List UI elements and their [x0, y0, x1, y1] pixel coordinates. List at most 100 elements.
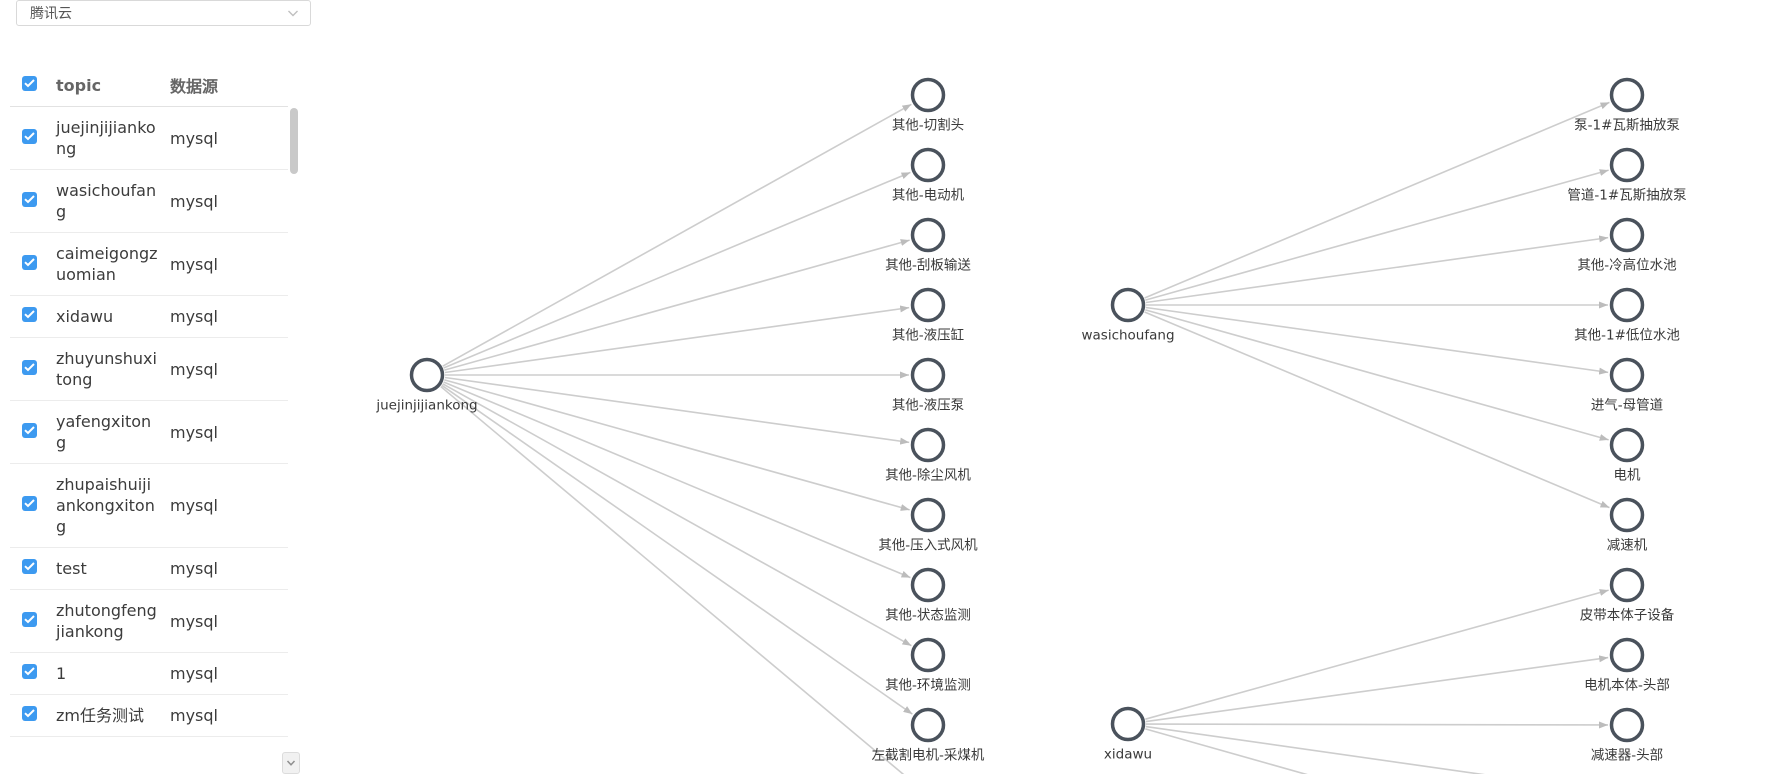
datasource-cell: mysql	[170, 664, 218, 683]
column-header-datasource: 数据源	[170, 77, 219, 96]
topic-table: topic 数据源 juejinjijiankong mysql wasichouf…	[10, 64, 300, 774]
topic-cell: zhutongfengjiankong	[56, 601, 157, 641]
table-row: zhuyunshuxitong mysql	[10, 338, 288, 401]
graph-edge	[1145, 235, 1609, 304]
table-row: wasichoufang mysql	[10, 170, 288, 233]
graph-node-label: wasichoufang	[1081, 328, 1174, 344]
graph-node[interactable]	[1110, 706, 1146, 742]
graph-node[interactable]	[1609, 707, 1645, 743]
graph-node-label: 电机	[1614, 468, 1642, 484]
graph-node[interactable]	[1609, 497, 1645, 533]
datasource-cell: mysql	[170, 611, 218, 631]
graph-node-label: 其他-液压泵	[892, 398, 964, 414]
row-checkbox[interactable]	[22, 254, 37, 270]
row-checkbox[interactable]	[22, 128, 37, 144]
topic-cell: zhupaishuijiankongxitong	[56, 475, 155, 536]
datasource-cell: mysql	[170, 191, 218, 211]
topic-cell: zhuyunshuxitong	[56, 349, 157, 389]
graph-node-label: 进气-母管道	[1591, 398, 1663, 414]
graph-node[interactable]	[1609, 147, 1645, 183]
datasource-select[interactable]: 腾讯云	[16, 0, 311, 26]
topic-table-header: topic 数据源	[10, 64, 288, 107]
select-all-checkbox[interactable]	[22, 75, 37, 91]
graph-node-label: 减速器-头部	[1591, 748, 1663, 764]
graph-node-label: 减速机	[1607, 538, 1648, 554]
datasource-cell: mysql	[170, 422, 218, 442]
topic-cell: wasichoufang	[56, 181, 157, 221]
topic-cell: zm任务测试	[56, 706, 144, 725]
graph-node[interactable]	[910, 77, 946, 113]
table-scroll-down-button[interactable]	[282, 752, 300, 774]
graph-node[interactable]	[910, 357, 946, 393]
row-checkbox[interactable]	[22, 496, 37, 511]
graph-node[interactable]	[910, 147, 946, 183]
graph-node-label: 其他-刮板输送	[885, 258, 971, 274]
table-scrollbar-thumb[interactable]	[290, 108, 298, 174]
graph-node-label: 其他-状态监测	[885, 608, 971, 624]
graph-node[interactable]	[1609, 637, 1645, 673]
graph-edge	[1145, 728, 1308, 774]
graph-node-label: juejinjijiankong	[375, 398, 477, 414]
row-checkbox[interactable]	[22, 422, 37, 438]
graph-node[interactable]	[910, 637, 946, 673]
graph-edge	[443, 171, 911, 369]
table-row: yafengxitong mysql	[10, 401, 288, 464]
datasource-select-value: 腾讯云	[30, 6, 72, 22]
column-header-topic: topic	[56, 75, 102, 95]
graph-node-label: 其他-1#低位水池	[1574, 328, 1680, 344]
graph-edge	[1145, 725, 1486, 774]
row-checkbox[interactable]	[22, 706, 37, 721]
graph-node[interactable]	[910, 217, 946, 253]
graph-node-label: 其他-电动机	[892, 188, 965, 204]
graph-node-label: 皮带本体子设备	[1580, 607, 1675, 624]
row-checkbox[interactable]	[22, 611, 37, 627]
table-row: juejinjijiankong mysql	[10, 107, 288, 170]
graph-node[interactable]	[910, 707, 946, 743]
graph-node[interactable]	[1609, 427, 1645, 463]
graph-edge	[1145, 169, 1609, 301]
graph-node[interactable]	[1609, 217, 1645, 253]
datasource-cell: mysql	[170, 307, 218, 326]
row-checkbox[interactable]	[22, 359, 37, 375]
row-checkbox[interactable]	[22, 559, 37, 574]
topic-table-body: juejinjijiankong mysql wasichoufang mysql ca…	[10, 107, 300, 737]
datasource-cell: mysql	[170, 359, 218, 379]
graph-node[interactable]	[1609, 77, 1645, 113]
table-row: test mysql	[10, 548, 288, 590]
graph-edge	[1145, 589, 1609, 720]
chevron-down-icon	[286, 6, 300, 20]
graph-node[interactable]	[910, 287, 946, 323]
graph-node-label: 其他-冷高位水池	[1577, 257, 1676, 274]
graph-node[interactable]	[1110, 287, 1146, 323]
graph-edge	[440, 385, 905, 774]
graph-node[interactable]	[910, 497, 946, 533]
row-checkbox[interactable]	[22, 664, 37, 679]
graph-edge	[1145, 309, 1609, 441]
graph-edge	[1145, 306, 1609, 375]
graph-edge	[444, 239, 910, 371]
graph-node-label: 其他-液压缸	[892, 327, 964, 344]
graph-node[interactable]	[409, 357, 445, 393]
graph-node[interactable]	[910, 567, 946, 603]
datasource-cell: mysql	[170, 128, 218, 148]
graph-node[interactable]	[1609, 287, 1645, 323]
row-checkbox[interactable]	[22, 307, 37, 322]
datasource-cell: mysql	[170, 496, 218, 515]
graph-node-label: 管道-1#瓦斯抽放泵	[1567, 188, 1686, 204]
table-row: xidawu mysql	[10, 296, 288, 338]
graph-node-label: 其他-环境监测	[885, 678, 971, 694]
table-row: zhupaishuijiankongxitong mysql	[10, 464, 288, 548]
graph-node[interactable]	[910, 427, 946, 463]
topic-cell: 1	[56, 664, 67, 683]
graph-node-label: 其他-除尘风机	[885, 468, 971, 484]
row-checkbox[interactable]	[22, 191, 37, 207]
graph-node[interactable]	[1609, 357, 1645, 393]
table-row: zm任务测试 mysql	[10, 695, 288, 737]
graph-edge	[444, 376, 910, 445]
graph-node[interactable]	[1609, 567, 1645, 603]
topic-cell: xidawu	[56, 307, 114, 326]
graph-node-label: 其他-切割头	[892, 117, 964, 134]
topic-cell: juejinjijiankong	[56, 118, 156, 158]
graph-edge	[442, 383, 912, 647]
